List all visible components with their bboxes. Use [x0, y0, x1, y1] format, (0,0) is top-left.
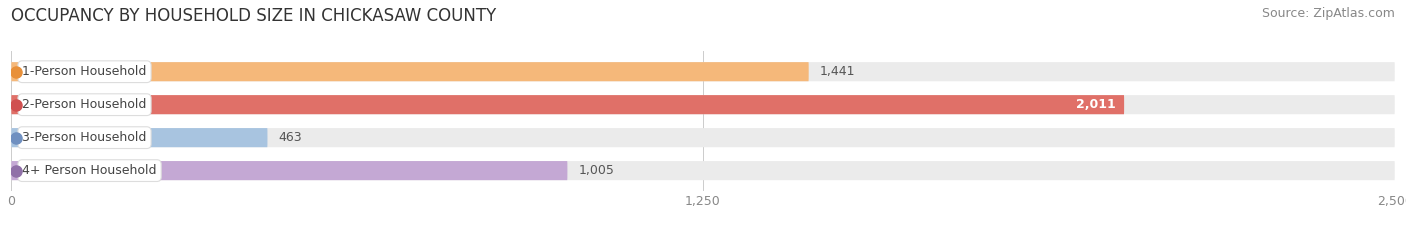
Text: 3-Person Household: 3-Person Household	[22, 131, 146, 144]
FancyBboxPatch shape	[11, 62, 1395, 81]
Text: OCCUPANCY BY HOUSEHOLD SIZE IN CHICKASAW COUNTY: OCCUPANCY BY HOUSEHOLD SIZE IN CHICKASAW…	[11, 7, 496, 25]
Text: 1-Person Household: 1-Person Household	[22, 65, 146, 78]
FancyBboxPatch shape	[11, 128, 1395, 147]
Text: 4+ Person Household: 4+ Person Household	[22, 164, 157, 177]
FancyBboxPatch shape	[11, 161, 1395, 180]
Text: 2,011: 2,011	[1076, 98, 1116, 111]
FancyBboxPatch shape	[11, 95, 1125, 114]
Text: Source: ZipAtlas.com: Source: ZipAtlas.com	[1261, 7, 1395, 20]
FancyBboxPatch shape	[11, 62, 808, 81]
FancyBboxPatch shape	[11, 95, 1395, 114]
Text: 1,441: 1,441	[820, 65, 855, 78]
Text: 1,005: 1,005	[578, 164, 614, 177]
Text: 463: 463	[278, 131, 302, 144]
Text: 2-Person Household: 2-Person Household	[22, 98, 146, 111]
FancyBboxPatch shape	[11, 161, 568, 180]
FancyBboxPatch shape	[11, 128, 267, 147]
